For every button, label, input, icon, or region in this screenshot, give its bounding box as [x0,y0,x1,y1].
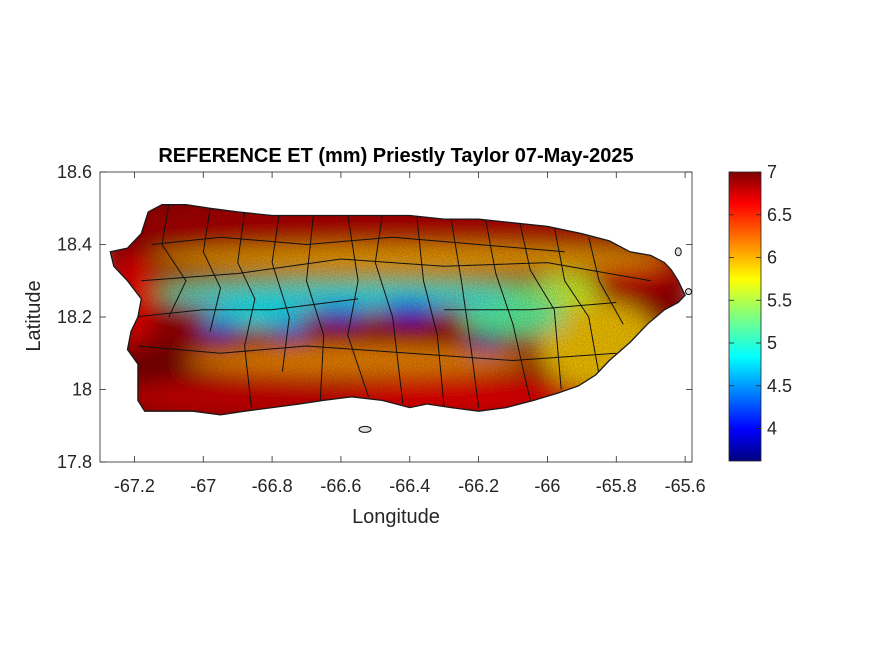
colorbar: 4 4.5 5 5.5 6 6.5 7 [728,162,792,462]
y-tick-label: 18.4 [57,235,92,255]
colorbar-tick-label: 4.5 [767,376,792,396]
y-tick-label: 18.2 [57,307,92,327]
y-axis: 17.8 18 18.2 18.4 18.6 [57,162,692,472]
islet [685,288,693,296]
colorbar-tick-label: 5.5 [767,290,792,310]
islet [358,425,372,433]
x-tick-label: -66.8 [252,476,293,496]
municipality-boundary [485,219,531,401]
municipality-boundary [416,215,445,408]
colorbar-tick-label: 4 [767,419,777,439]
colorbar-tick-label: 6 [767,248,777,268]
x-tick-label: -65.8 [596,476,637,496]
municipality-boundary [444,302,617,311]
x-tick-label: -65.6 [665,476,706,496]
municipality-boundary [588,237,624,325]
islet [674,247,682,257]
x-tick-label: -66.6 [320,476,361,496]
municipality-boundary [271,215,290,372]
municipality-boundary [374,215,404,405]
municipality-boundary [305,215,325,401]
y-tick-label: 18 [72,380,92,400]
island-coastline [109,203,686,416]
x-tick-label: -66 [534,476,560,496]
colorbar-tick-label: 7 [767,162,777,182]
map-title: REFERENCE ET (mm) Priestly Taylor 07-May… [158,145,633,167]
colorbar-tick-label: 5 [767,333,777,353]
y-axis-label: Latitude [23,280,45,351]
colorbar-tick-label: 6.5 [767,205,792,225]
small-islands [358,247,693,433]
municipality-boundary [347,215,369,397]
municipality-boundary [450,219,480,408]
municipality-boundary [237,211,256,408]
municipality-boundary [134,298,359,318]
colorbar-gradient [728,171,762,462]
x-tick-label: -67.2 [114,476,155,496]
municipality-boundary [151,236,565,253]
municipality-boundary [553,226,600,376]
municipality-boundary [519,222,562,390]
y-tick-label: 18.6 [57,162,92,182]
x-axis: -67.2 -67 -66.8 -66.6 -66.4 -66.2 -66 -65.8 -65.… [114,172,706,496]
municipality-boundary [141,258,651,282]
municipality-boundaries [134,204,651,408]
x-tick-label: -66.4 [389,476,430,496]
municipality-boundary [137,345,617,362]
x-tick-label: -67 [190,476,216,496]
y-tick-label: 17.8 [57,452,92,472]
x-tick-label: -66.2 [458,476,499,496]
municipality-boundary [161,204,187,318]
x-axis-label: Longitude [352,506,440,528]
